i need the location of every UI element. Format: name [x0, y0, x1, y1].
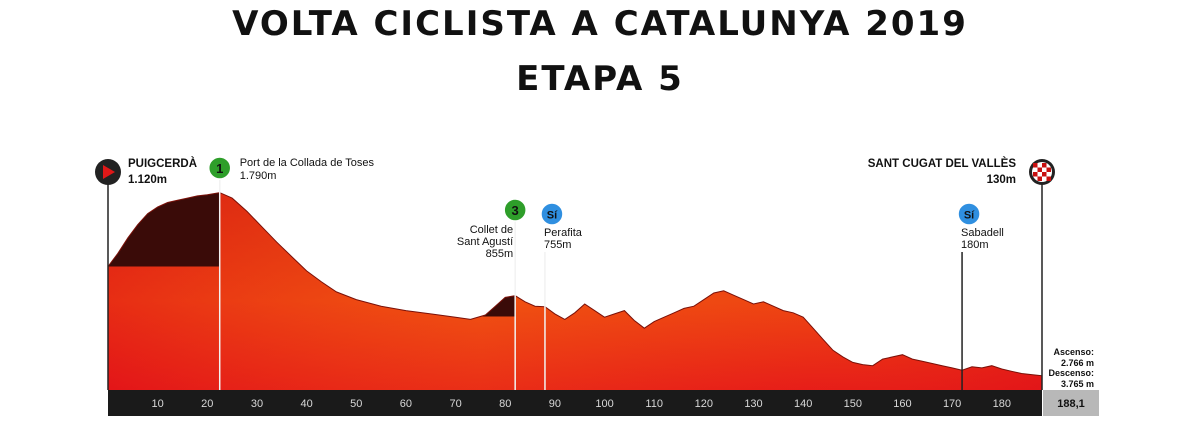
- km-tick-label: 180: [993, 398, 1011, 410]
- finish-flag-cell: [1037, 167, 1042, 172]
- elevation-stats: Ascenso: 2.766 m Descenso: 3.765 m: [1048, 347, 1094, 389]
- sprint-badge-text: Sí: [547, 210, 558, 222]
- climb-name-line: Sant Agustí: [457, 236, 513, 248]
- route-points: PUIGCERDÀ 1.120m 1 Port de la Collada de To…: [95, 156, 1055, 260]
- sprint-altitude: 180m: [961, 239, 989, 251]
- km-tick-label: 120: [695, 398, 713, 410]
- finish-flag-cell: [1042, 172, 1047, 177]
- total-distance-label: 188,1: [1057, 398, 1085, 410]
- total-distance-box: [1043, 390, 1099, 416]
- stage-title: ETAPA 5: [516, 59, 684, 99]
- chart-title: VOLTA CICLISTA A CATALUNYA 2019: [232, 4, 968, 44]
- play-icon: [103, 165, 115, 179]
- km-tick-label: 130: [744, 398, 762, 410]
- descent-label: Descenso:: [1048, 368, 1094, 378]
- sprint-altitude: 755m: [544, 239, 572, 251]
- km-tick-label: 80: [499, 398, 511, 410]
- climb-name: Port de la Collada de Toses: [240, 157, 375, 169]
- finish-flag-cell: [1046, 167, 1051, 172]
- finish-flag-cell: [1037, 176, 1042, 181]
- climb-altitude: 1.790m: [240, 170, 277, 182]
- km-tick-label: 40: [300, 398, 312, 410]
- km-tick-label: 50: [350, 398, 362, 410]
- km-tick-label: 60: [400, 398, 412, 410]
- climb-category-number: 3: [512, 203, 519, 218]
- km-tick-label: 110: [645, 398, 663, 410]
- sprint-name: Perafita: [544, 227, 583, 239]
- km-tick-label: 90: [549, 398, 561, 410]
- elevation-line: [107, 192, 1043, 377]
- climb-category-badge: [207, 156, 232, 180]
- climb-name-line: Collet de: [470, 224, 513, 236]
- sprint-name: Sabadell: [961, 227, 1004, 239]
- climb-category-number: 1: [216, 161, 223, 176]
- finish-flag-cell: [1033, 172, 1038, 177]
- km-tick-label: 140: [794, 398, 812, 410]
- descent-value: 3.765 m: [1061, 379, 1094, 389]
- sprint-badge: [957, 202, 981, 226]
- climb-altitude: 855m: [486, 248, 514, 260]
- route-point-finish-6: SANT CUGAT DEL VALLÈS 130m: [868, 157, 1055, 186]
- sprint-badge: [540, 202, 564, 226]
- elevation-area-shading: [108, 192, 1042, 390]
- km-tick-label: 170: [943, 398, 961, 410]
- ascent-value: 2.766 m: [1061, 358, 1094, 368]
- finish-flag-cell: [1033, 163, 1038, 168]
- climb-category-badge: [503, 198, 527, 222]
- km-axis-bar: [108, 390, 1042, 416]
- km-tick-labels: 10 20 30 40 50 60 70 80 90 100 110 120 130 140 150 160 1…: [152, 398, 1011, 410]
- finish-flag-cell: [1042, 163, 1047, 168]
- km-tick-label: 20: [201, 398, 213, 410]
- km-tick-label: 70: [449, 398, 461, 410]
- start-altitude: 1.120m: [128, 174, 167, 186]
- finish-name: SANT CUGAT DEL VALLÈS: [868, 157, 1017, 170]
- ascent-label: Ascenso:: [1053, 347, 1094, 357]
- finish-altitude: 130m: [987, 174, 1016, 186]
- marker-lines: [107, 176, 1043, 390]
- km-tick-label: 30: [251, 398, 263, 410]
- km-tick-label: 10: [152, 398, 164, 410]
- km-tick-label: 160: [893, 398, 911, 410]
- km-tick-label: 100: [595, 398, 613, 410]
- finish-flag-cell: [1046, 176, 1051, 181]
- start-name: PUIGCERDÀ: [128, 157, 197, 170]
- route-point-start-1: PUIGCERDÀ 1.120m: [95, 157, 197, 186]
- sprint-badge-text: Sí: [964, 210, 975, 222]
- km-tick-label: 150: [844, 398, 862, 410]
